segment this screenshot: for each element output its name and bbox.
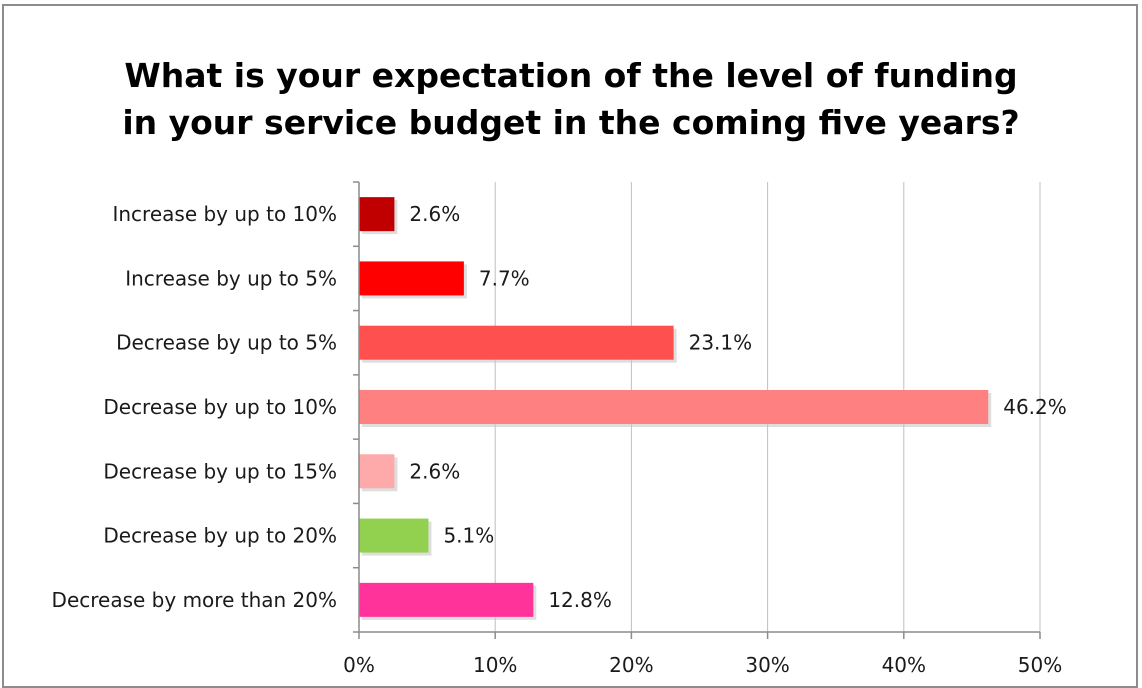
x-tick-label: 10% <box>473 653 517 677</box>
bar <box>359 390 989 424</box>
category-label: Decrease by up to 5% <box>116 331 337 355</box>
category-label: Decrease by up to 15% <box>103 459 337 483</box>
bar <box>359 261 464 296</box>
bar <box>359 325 674 360</box>
chart-title-line-2: in your service budget in the coming fiv… <box>122 103 1020 142</box>
x-tick-label: 20% <box>609 653 653 677</box>
value-label: 2.6% <box>409 459 460 483</box>
x-tick-label: 40% <box>882 653 926 677</box>
value-label: 5.1% <box>443 524 494 548</box>
bars <box>359 197 992 620</box>
value-label: 23.1% <box>689 331 753 355</box>
chart-title-line-1: What is your expectation of the level of… <box>124 56 1018 95</box>
value-label: 2.6% <box>409 202 460 226</box>
category-label: Decrease by up to 10% <box>103 395 337 419</box>
bar <box>359 197 395 232</box>
chart-title: What is your expectation of the level of… <box>0 52 1142 146</box>
axes <box>353 181 1041 639</box>
category-label: Increase by up to 5% <box>125 266 337 290</box>
category-label: Decrease by up to 20% <box>103 524 337 548</box>
x-tick-label: 50% <box>1018 653 1062 677</box>
category-label: Increase by up to 10% <box>112 202 337 226</box>
bar <box>359 582 534 617</box>
x-tick-label: 30% <box>745 653 789 677</box>
value-label: 7.7% <box>479 266 530 290</box>
bar <box>359 518 429 553</box>
category-label: Decrease by more than 20% <box>52 588 337 612</box>
bar <box>359 454 395 489</box>
labels: Increase by up to 10% 2.6% Increase by up … <box>52 202 1067 677</box>
value-label: 12.8% <box>548 588 612 612</box>
value-label: 46.2% <box>1003 395 1067 419</box>
x-tick-label: 0% <box>343 653 375 677</box>
